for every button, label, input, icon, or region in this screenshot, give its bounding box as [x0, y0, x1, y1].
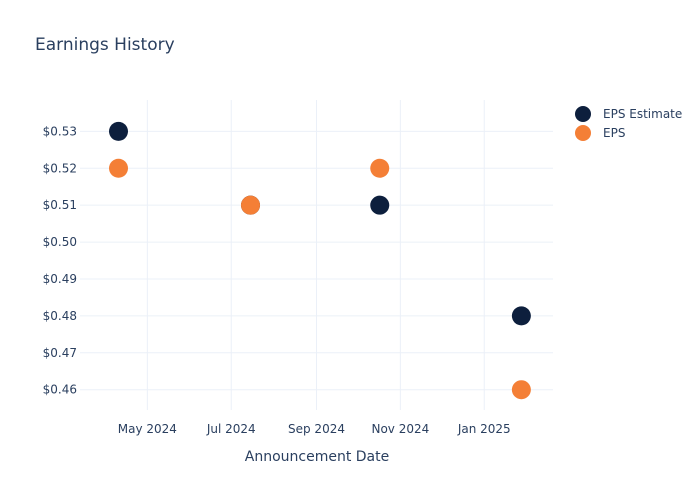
y-tick-label: $0.50 [43, 235, 77, 249]
data-point[interactable] [370, 195, 390, 215]
y-tick-label: $0.47 [43, 346, 77, 360]
y-axis-ticks: $0.46 $0.47 $0.48 $0.49 $0.50 $0.51 $0.52 $0.53 [43, 124, 77, 396]
y-tick-label: $0.46 [43, 383, 77, 397]
x-axis-ticks: May 2024 Jul 2024 Sep 2024 Nov 2024 Jan 2025 [118, 422, 511, 436]
legend-label[interactable]: EPS Estimate [603, 107, 682, 121]
data-point[interactable] [109, 158, 128, 178]
x-tick-label: May 2024 [118, 422, 177, 436]
y-tick-label: $0.48 [43, 309, 77, 323]
data-point[interactable] [241, 195, 260, 215]
series-1 [109, 158, 531, 400]
y-tick-label: $0.51 [43, 198, 77, 212]
legend-marker[interactable] [575, 125, 591, 141]
x-tick-label: Nov 2024 [371, 422, 429, 436]
data-point[interactable] [109, 121, 128, 141]
data-point[interactable] [370, 158, 390, 178]
legend-label[interactable]: EPS [603, 126, 625, 140]
legend: EPS Estimate EPS [575, 106, 682, 141]
chart-title: Earnings History [35, 35, 175, 55]
data-point[interactable] [511, 380, 531, 400]
x-gridlines [146, 100, 485, 410]
x-tick-label: Jul 2024 [206, 422, 256, 436]
x-tick-label: Jan 2025 [457, 422, 511, 436]
data-points [109, 121, 531, 400]
y-tick-label: $0.53 [43, 124, 77, 138]
y-tick-label: $0.52 [43, 161, 77, 175]
legend-marker[interactable] [575, 106, 591, 122]
data-point[interactable] [511, 306, 531, 326]
x-axis-title: Announcement Date [245, 449, 389, 465]
x-tick-label: Sep 2024 [288, 422, 345, 436]
y-tick-label: $0.49 [43, 272, 77, 286]
